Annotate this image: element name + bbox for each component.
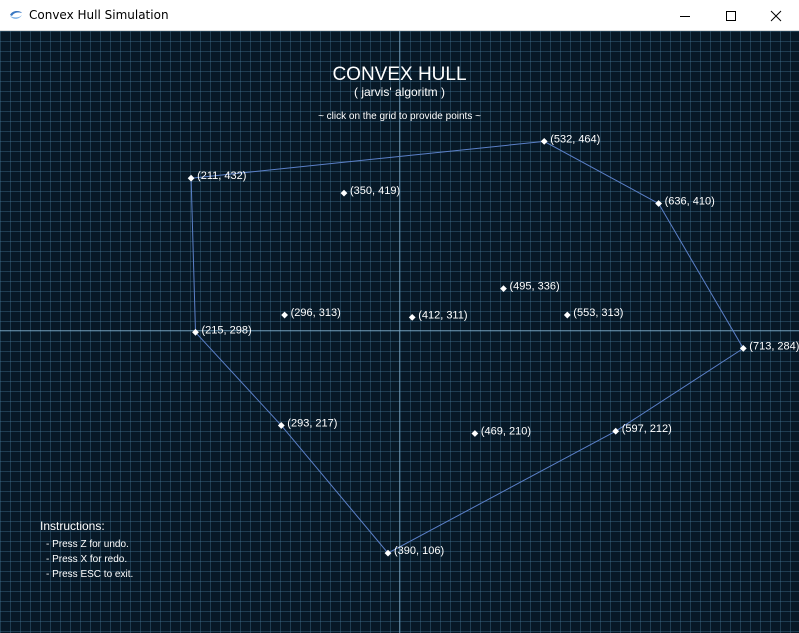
simulation-grid[interactable]: CONVEX HULL ( jarvis' algoritm ) ~ click… xyxy=(0,31,799,633)
hull-point xyxy=(655,200,662,207)
hull-point xyxy=(612,427,620,435)
hull-point xyxy=(540,138,548,145)
hull-point xyxy=(500,285,507,292)
hull-point xyxy=(281,311,288,319)
instruction-exit: - Press ESC to exit. xyxy=(46,569,134,580)
point-label: (597, 212) xyxy=(622,423,672,435)
point-label: (469, 210) xyxy=(481,426,531,438)
hull-point xyxy=(563,311,571,319)
point-label: (713, 284) xyxy=(749,340,799,352)
title-bar[interactable]: Convex Hull Simulation xyxy=(0,0,799,31)
instruction-redo: - Press X for redo. xyxy=(46,554,128,565)
point-label: (532, 464) xyxy=(550,133,600,145)
hull-point xyxy=(739,345,747,352)
hull-point xyxy=(340,189,348,197)
page-subtitle: ( jarvis' algoritm ) xyxy=(354,85,445,99)
window-title: Convex Hull Simulation xyxy=(29,8,169,22)
horizontal-axis xyxy=(0,330,799,331)
page-title: CONVEX HULL xyxy=(332,64,467,85)
point-label: (215, 298) xyxy=(202,324,252,336)
instructions-title: Instructions: xyxy=(40,519,105,533)
app-icon xyxy=(10,10,22,19)
point-label: (495, 336) xyxy=(510,281,560,293)
instructions-panel: Instructions: - Press Z for undo. - Pres… xyxy=(40,519,133,582)
hull-point xyxy=(471,430,479,437)
point-label: (296, 313) xyxy=(291,307,341,319)
close-icon xyxy=(770,10,782,21)
point-label: (350, 419) xyxy=(350,185,400,197)
hull-point xyxy=(192,328,199,336)
point-label: (553, 313) xyxy=(573,307,623,319)
minimize-button[interactable] xyxy=(662,0,708,31)
close-button[interactable] xyxy=(753,0,799,31)
point-label: (412, 311) xyxy=(418,309,467,321)
point-label: (636, 410) xyxy=(665,196,715,208)
maximize-button[interactable] xyxy=(708,0,754,31)
minimize-icon xyxy=(680,15,690,17)
point-label: (293, 217) xyxy=(287,417,337,429)
hull-point xyxy=(408,313,416,321)
hull-plot: (211, 432) (350, 419) (532, 464) (636, 410)… xyxy=(187,133,799,557)
point-label: (211, 432) xyxy=(197,170,246,182)
vertical-axis xyxy=(399,31,400,633)
maximize-icon xyxy=(726,10,736,21)
instruction-undo: - Press Z for undo. xyxy=(46,539,129,550)
point-label: (390, 106) xyxy=(394,545,444,557)
hull-point xyxy=(187,174,195,182)
hull-point xyxy=(384,549,392,557)
grid-hint: ~ click on the grid to provide points ~ xyxy=(318,111,481,122)
